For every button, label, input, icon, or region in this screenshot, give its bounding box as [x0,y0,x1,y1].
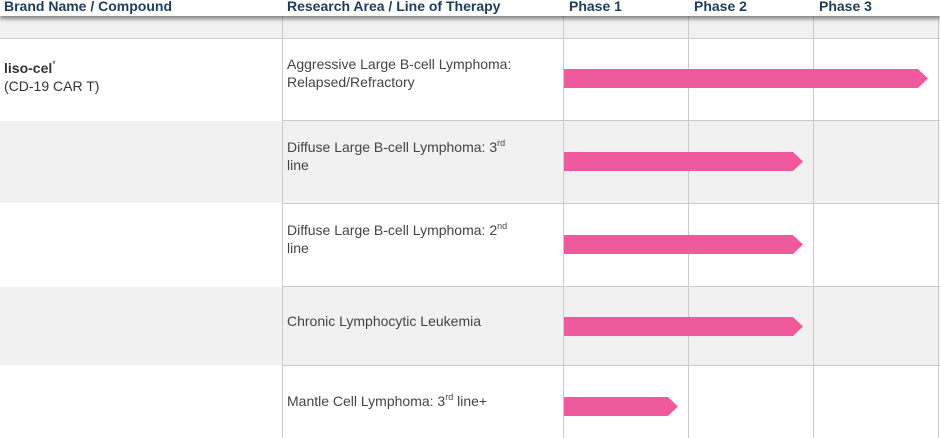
compound-name: liso-cel* [4,59,56,76]
research-area-row-5: Mantle Cell Lymphoma: 3rd line+ [287,392,488,410]
header-spacer [0,16,940,38]
phase-bar [564,152,803,171]
column-header-research-area: Research Area / Line of Therapy [287,0,501,14]
phase-bar [564,397,678,416]
row-divider [282,365,940,366]
row-divider [0,38,940,39]
table-header: Brand Name / Compound Research Area / Li… [0,0,940,16]
row-divider [282,120,940,121]
compound-cell: liso-cel* (CD-19 CAR T) [4,55,99,95]
column-divider [282,0,283,438]
research-area-row-1: Aggressive Large B-cell Lymphoma: Relapse… [287,56,512,90]
phase-bar [564,235,803,254]
research-area-row-2: Diffuse Large B-cell Lymphoma: 3rd line [287,138,506,174]
column-divider [813,0,814,438]
row-divider [282,286,940,287]
column-header-phase-1: Phase 1 [569,0,622,14]
research-area-row-3: Diffuse Large B-cell Lymphoma: 2nd line [287,221,508,257]
column-header-brand: Brand Name / Compound [4,0,173,14]
research-area-row-4: Chronic Lymphocytic Leukemia [287,313,482,329]
column-divider [688,0,689,438]
column-header-phase-3: Phase 3 [819,0,872,14]
row-divider [282,203,940,204]
column-divider [938,0,939,438]
column-header-phase-2: Phase 2 [694,0,747,14]
column-divider [563,0,564,438]
compound-subtitle: (CD-19 CAR T) [4,78,100,94]
asterisk-marker: * [52,59,56,69]
phase-bar [564,69,928,88]
phase-bar [564,317,803,336]
